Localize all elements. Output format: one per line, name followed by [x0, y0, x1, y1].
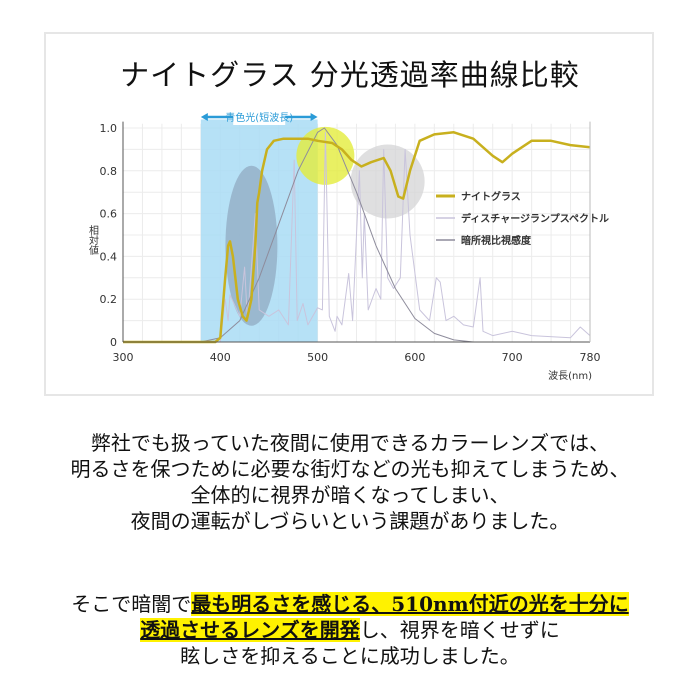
- y-axis-label: 相対値: [87, 224, 99, 256]
- intro-line: 全体的に視界が暗くなってしまい、: [190, 483, 510, 507]
- series-line-2: [123, 127, 590, 343]
- solution-line-2: 透過させるレンズを開発し、視界を暗くせずに: [0, 617, 700, 643]
- spectral-chart: 青色光(短波長) 300 400 500 600 700 780 0 0.2 0.4 0.6 0.8…: [87, 109, 609, 382]
- chart-panel: [44, 32, 654, 396]
- legend-label: ディスチャージランプスペクトル: [461, 212, 609, 225]
- chart-title: ナイトグラス 分光透過率曲線比較: [120, 58, 580, 92]
- y-tick-label: 0.8: [100, 165, 118, 178]
- plain-text: し、視界を暗くせずに: [359, 618, 560, 642]
- highlighted-text: 透過させるレンズを開発: [140, 618, 360, 642]
- plain-text: そこで暗闇で: [71, 592, 192, 616]
- x-tick-label: 700: [502, 351, 523, 364]
- series-line-0: [123, 131, 591, 344]
- solution-paragraph: そこで暗闇で最も明るさを感じる、510nm付近の光を十分に 透過させるレンズを開…: [0, 591, 700, 669]
- legend-label: 暗所視比視感度: [461, 234, 532, 247]
- band-label-bg: [233, 109, 286, 125]
- y-tick-label: 0.6: [100, 208, 118, 221]
- band-arrow-right-icon: [310, 113, 318, 121]
- x-tick-label: 400: [210, 351, 231, 364]
- y-tick-label: 1.0: [100, 122, 118, 135]
- intro-line: 明るさを保つために必要な街灯などの光も抑えてしまうため、: [70, 457, 630, 481]
- intro-line: 夜間の運転がしづらいという課題がありました。: [130, 509, 570, 533]
- y-tick-label: 0: [110, 336, 117, 349]
- x-tick-label: 780: [580, 351, 601, 364]
- highlighted-text: 最も明るさを感じる、510nm付近の光を十分に: [191, 592, 629, 616]
- x-tick-label: 600: [404, 351, 425, 364]
- solution-line-3: 眩しさを抑えることに成功しました。: [180, 644, 520, 668]
- band-label: 青色光(短波長): [225, 111, 293, 124]
- highlight-ellipse-blue: [225, 165, 278, 326]
- y-tick-label: 0.2: [100, 293, 118, 306]
- band-arrow-left-icon: [200, 113, 208, 121]
- intro-paragraph: 弊社でも扱っていた夜間に使用できるカラーレンズでは、 明るさを保つために必要な街…: [0, 430, 700, 534]
- y-tick-label: 0.4: [100, 250, 118, 263]
- x-tick-label: 500: [307, 351, 328, 364]
- legend-label: ナイトグラス: [461, 190, 521, 203]
- x-tick-label: 300: [113, 351, 134, 364]
- x-axis-label: 波長(nm): [548, 369, 592, 382]
- solution-line-1: そこで暗闇で最も明るさを感じる、510nm付近の光を十分に: [0, 591, 700, 617]
- intro-line: 弊社でも扱っていた夜間に使用できるカラーレンズでは、: [90, 431, 610, 455]
- series-line-1: [123, 131, 591, 343]
